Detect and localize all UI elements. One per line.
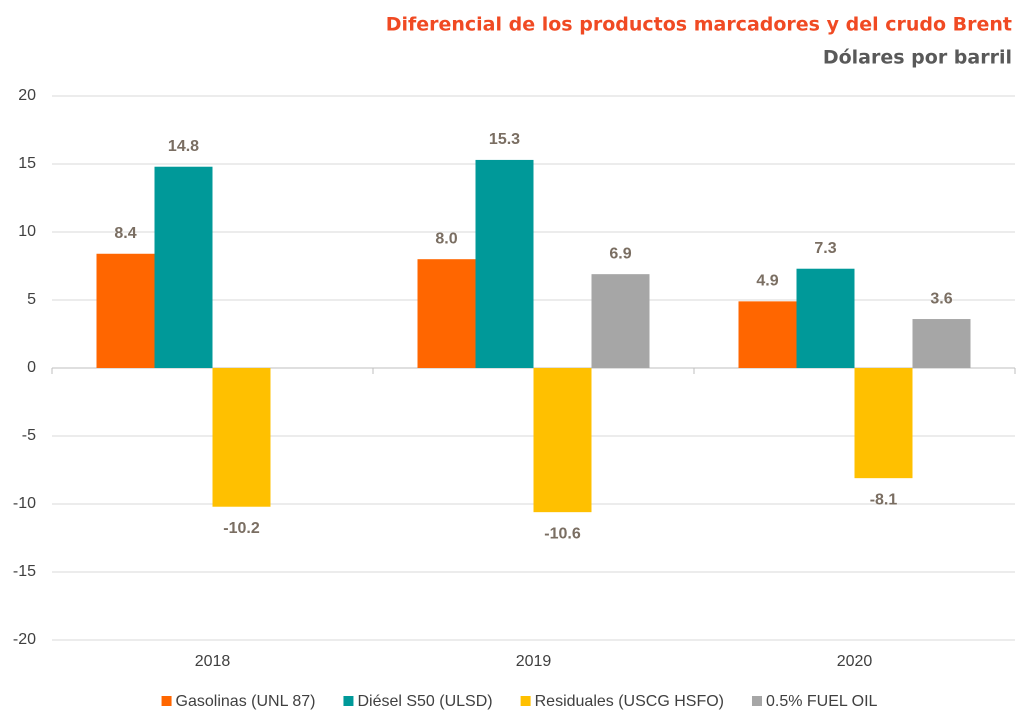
y-tick-label: 15 — [18, 155, 36, 172]
data-label: -10.6 — [544, 525, 581, 542]
data-label: 3.6 — [930, 290, 952, 307]
legend-label: Diésel S50 (ULSD) — [357, 693, 492, 710]
bar — [417, 259, 476, 368]
legend-label: Residuales (USCG HSFO) — [535, 693, 724, 710]
bar — [475, 159, 534, 368]
y-tick-label: 0 — [27, 359, 36, 376]
data-label: -10.2 — [223, 520, 260, 537]
legend-label: 0.5% FUEL OIL — [766, 693, 878, 710]
bar — [738, 301, 797, 368]
data-label: 15.3 — [489, 131, 520, 148]
bar — [796, 268, 855, 368]
bar — [854, 368, 913, 479]
legend-swatch — [520, 696, 531, 706]
chart-title: Diferencial de los productos marcadores … — [386, 14, 1012, 36]
bar — [96, 253, 155, 368]
data-label: 7.3 — [814, 240, 836, 257]
data-label: 8.4 — [114, 225, 136, 242]
bar — [154, 166, 213, 368]
bar — [533, 368, 592, 513]
legend-swatch — [161, 696, 172, 706]
x-tick-label: 2018 — [195, 653, 231, 670]
bar — [591, 274, 650, 368]
data-label: 6.9 — [609, 245, 631, 262]
y-tick-label: 5 — [27, 291, 36, 308]
chart-subtitle: Dólares por barril — [823, 47, 1012, 69]
legend-swatch — [343, 696, 354, 706]
y-tick-label: 10 — [18, 223, 36, 240]
y-tick-label: -20 — [13, 631, 36, 648]
y-tick-label: 20 — [18, 87, 36, 104]
x-tick-label: 2019 — [516, 653, 552, 670]
x-tick-label: 2020 — [837, 653, 873, 670]
y-tick-label: -5 — [22, 427, 36, 444]
data-label: 8.0 — [435, 230, 457, 247]
y-tick-label: -15 — [13, 563, 36, 580]
data-label: -8.1 — [870, 491, 898, 508]
bar — [212, 368, 271, 507]
data-label: 14.8 — [168, 138, 199, 155]
legend-swatch — [751, 696, 762, 706]
y-tick-label: -10 — [13, 495, 36, 512]
bar — [912, 319, 971, 368]
legend-label: Gasolinas (UNL 87) — [176, 693, 316, 710]
data-label: 4.9 — [756, 273, 778, 290]
